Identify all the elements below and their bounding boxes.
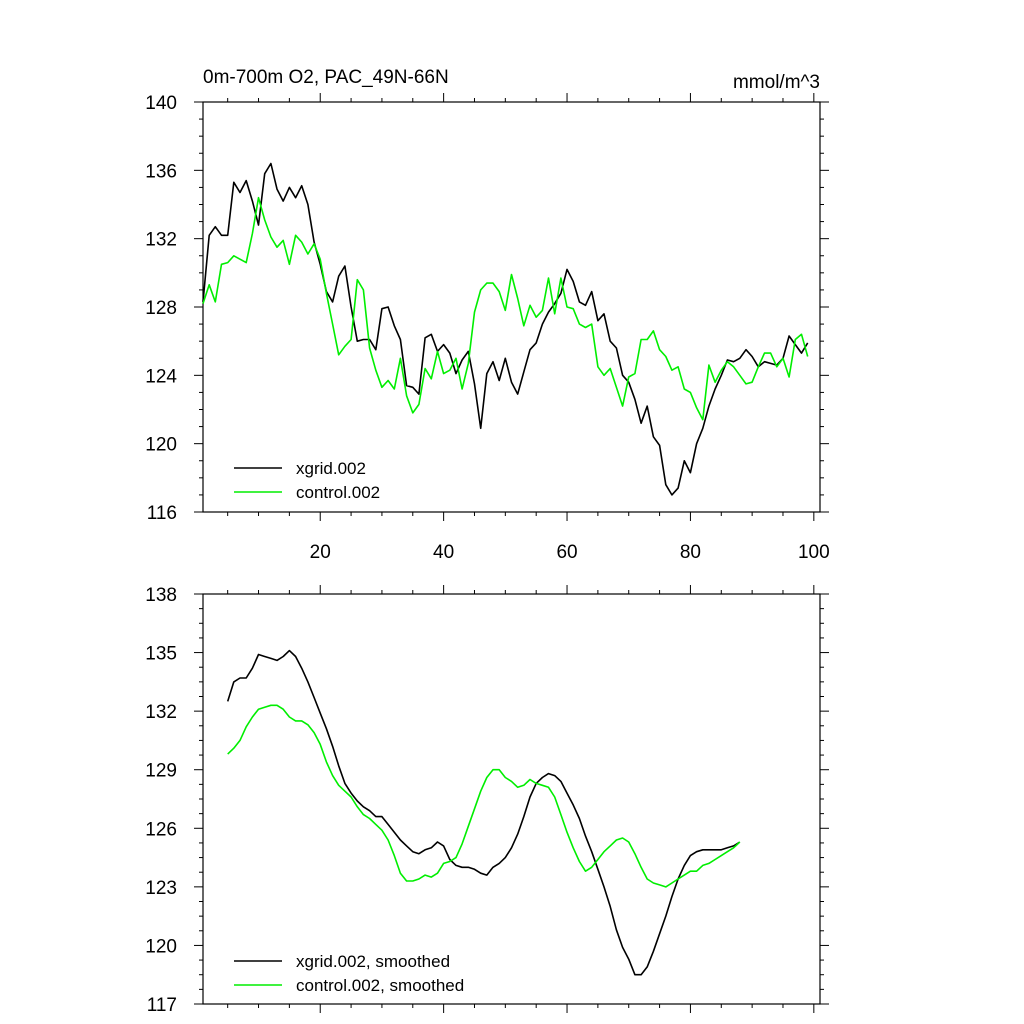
bottom-panel: 117 120 123 126 129 132 135 138 xgrid.002, smoot… [145, 585, 829, 1016]
y-tick-label: 140 [145, 93, 177, 114]
x-tick-label: 100 [798, 542, 830, 563]
y-tick-label: 132 [145, 230, 177, 251]
series-line-xgrid [226, 649, 741, 976]
y-tick-label: 135 [145, 644, 177, 665]
legend-label-control: control.002, smoothed [296, 976, 464, 995]
y-tick-label: 120 [145, 435, 177, 456]
y-tick-label: 123 [145, 878, 177, 899]
x-tick-label: 80 [680, 542, 701, 563]
legend-label-xgrid: xgrid.002 [296, 459, 366, 478]
y-tick-label: 132 [145, 702, 177, 723]
y-tick-label: 136 [145, 161, 177, 182]
x-tick-label: 40 [433, 542, 454, 563]
legend-label-xgrid: xgrid.002, smoothed [296, 952, 450, 971]
series-line-control [227, 704, 741, 888]
series-line-xgrid [202, 162, 809, 496]
y-tick-label: 138 [145, 585, 177, 606]
series-line-control [202, 196, 809, 421]
y-tick-label: 129 [145, 761, 177, 782]
y-tick-label: 126 [145, 819, 177, 840]
y-tick-label: 124 [145, 366, 177, 387]
y-tick-label: 117 [147, 995, 177, 1016]
y-tick-label: 128 [145, 298, 177, 319]
units-label: mmol/m^3 [733, 72, 820, 93]
legend-label-control: control.002 [296, 483, 380, 502]
y-tick-label: 120 [145, 936, 177, 957]
chart-title: 0m-700m O2, PAC_49N-66N [203, 67, 449, 88]
top-panel: 20 40 60 80 100 116 120 124 128 132 136 140 xgrid.00… [145, 93, 830, 563]
y-tick-label: 116 [147, 503, 177, 524]
x-tick-label: 60 [556, 542, 577, 563]
x-tick-label: 20 [310, 542, 331, 563]
